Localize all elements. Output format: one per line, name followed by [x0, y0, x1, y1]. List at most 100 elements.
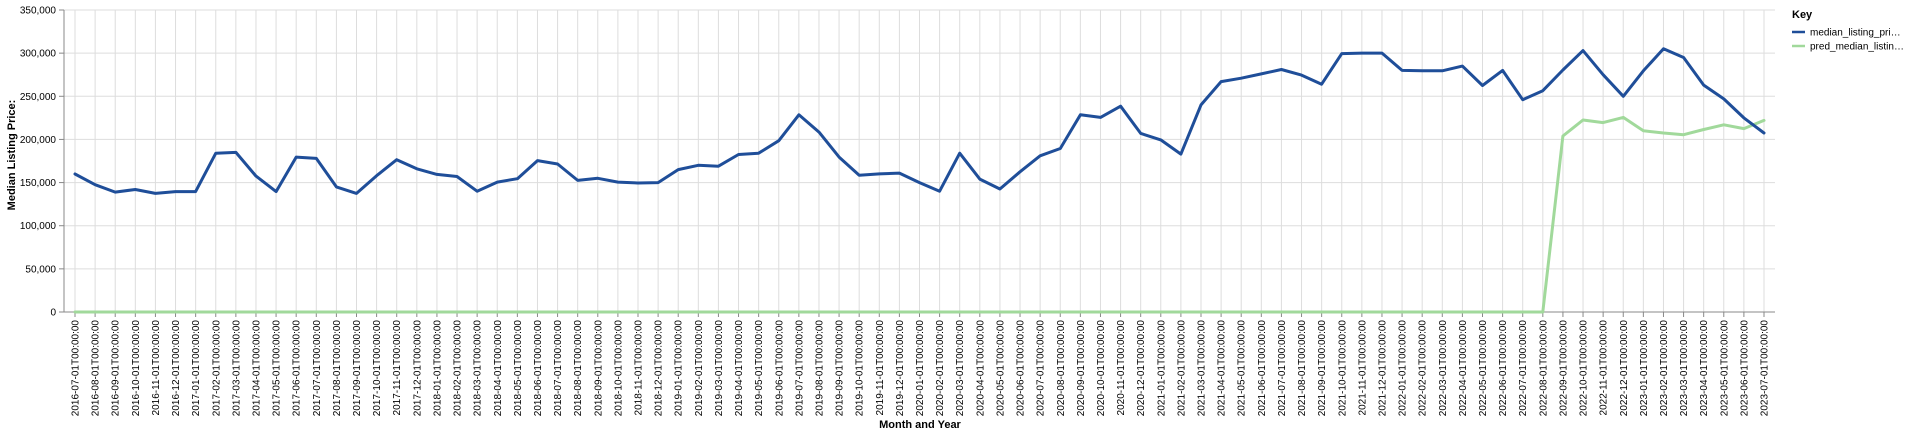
x-tick-label: 2018-05-01T00:00:00: [513, 320, 524, 417]
legend-title: Key: [1792, 9, 1813, 21]
x-tick-label: 2020-10-01T00:00:00: [1096, 320, 1107, 417]
x-tick-label: 2019-03-01T00:00:00: [714, 320, 725, 417]
x-tick-label: 2021-02-01T00:00:00: [1176, 320, 1187, 417]
x-tick-label: 2021-11-01T00:00:00: [1357, 320, 1368, 416]
y-tick-label: 0: [50, 308, 56, 319]
x-tick-label: 2019-06-01T00:00:00: [774, 320, 785, 417]
legend-entry-label: median_listing_pri…: [1810, 28, 1901, 39]
x-tick-label: 2019-04-01T00:00:00: [734, 320, 745, 417]
x-tick-label: 2017-09-01T00:00:00: [352, 320, 363, 417]
x-tick-label: 2023-05-01T00:00:00: [1719, 320, 1730, 417]
x-tick-label: 2019-08-01T00:00:00: [814, 320, 825, 417]
x-tick-label: 2019-01-01T00:00:00: [674, 320, 685, 417]
x-tick-label: 2019-11-01T00:00:00: [875, 320, 886, 416]
x-tick-label: 2022-11-01T00:00:00: [1599, 320, 1610, 416]
x-tick-label: 2022-09-01T00:00:00: [1558, 320, 1569, 417]
x-tick-label: 2022-10-01T00:00:00: [1579, 320, 1590, 417]
x-tick-label: 2023-07-01T00:00:00: [1760, 320, 1771, 417]
x-tick-label: 2017-03-01T00:00:00: [231, 320, 242, 417]
x-tick-label: 2017-01-01T00:00:00: [191, 320, 202, 417]
x-tick-label: 2022-03-01T00:00:00: [1438, 320, 1449, 417]
x-tick-label: 2018-06-01T00:00:00: [533, 320, 544, 417]
x-tick-label: 2022-07-01T00:00:00: [1518, 320, 1529, 417]
x-tick-label: 2022-08-01T00:00:00: [1538, 320, 1549, 417]
x-tick-label: 2017-05-01T00:00:00: [272, 320, 283, 417]
x-tick-label: 2021-07-01T00:00:00: [1277, 320, 1288, 417]
x-tick-label: 2017-12-01T00:00:00: [412, 320, 423, 417]
x-tick-label: 2020-07-01T00:00:00: [1036, 320, 1047, 417]
x-tick-label: 2023-06-01T00:00:00: [1739, 320, 1750, 417]
y-tick-label: 50,000: [25, 264, 56, 275]
x-tick-label: 2023-01-01T00:00:00: [1639, 320, 1650, 417]
x-tick-label: 2019-02-01T00:00:00: [694, 320, 705, 417]
x-tick-label: 2021-08-01T00:00:00: [1297, 320, 1308, 417]
x-tick-label: 2021-03-01T00:00:00: [1197, 320, 1208, 417]
x-tick-label: 2020-06-01T00:00:00: [1016, 320, 1027, 417]
x-tick-label: 2018-02-01T00:00:00: [453, 320, 464, 417]
x-tick-label: 2016-10-01T00:00:00: [131, 320, 142, 417]
x-tick-label: 2019-09-01T00:00:00: [835, 320, 846, 417]
y-tick-label: 200,000: [20, 135, 57, 146]
x-tick-label: 2017-08-01T00:00:00: [332, 320, 343, 417]
x-tick-label: 2018-08-01T00:00:00: [573, 320, 584, 417]
x-tick-label: 2022-01-01T00:00:00: [1398, 320, 1409, 417]
y-axis-title: Median Listing Price:: [6, 100, 18, 211]
x-tick-label: 2022-12-01T00:00:00: [1619, 320, 1630, 417]
x-tick-label: 2021-10-01T00:00:00: [1337, 320, 1348, 417]
x-tick-label: 2018-07-01T00:00:00: [553, 320, 564, 417]
x-tick-label: 2017-07-01T00:00:00: [312, 320, 323, 417]
series-lines: [73, 47, 1766, 314]
x-tick-label: 2016-07-01T00:00:00: [71, 320, 82, 417]
x-tick-label: 2018-10-01T00:00:00: [613, 320, 624, 417]
x-tick-label: 2020-12-01T00:00:00: [1136, 320, 1147, 417]
y-tick-label: 100,000: [20, 221, 57, 232]
series-line: [73, 47, 1766, 195]
x-tick-label: 2017-10-01T00:00:00: [372, 320, 383, 417]
x-tick-label: 2018-12-01T00:00:00: [654, 320, 665, 417]
x-tick-label: 2021-05-01T00:00:00: [1237, 320, 1248, 417]
x-tick-label: 2020-08-01T00:00:00: [1056, 320, 1067, 417]
x-tick-label: 2017-11-01T00:00:00: [392, 320, 403, 416]
x-tick-label: 2022-05-01T00:00:00: [1478, 320, 1489, 417]
x-tick-label: 2020-05-01T00:00:00: [995, 320, 1006, 417]
x-tick-label: 2021-09-01T00:00:00: [1317, 320, 1328, 417]
x-tick-label: 2019-05-01T00:00:00: [754, 320, 765, 417]
x-tick-label: 2022-06-01T00:00:00: [1498, 320, 1509, 417]
x-tick-label: 2020-01-01T00:00:00: [915, 320, 926, 417]
x-tick-label: 2021-12-01T00:00:00: [1377, 320, 1388, 417]
y-tick-label: 300,000: [20, 49, 57, 60]
x-tick-label: 2021-01-01T00:00:00: [1156, 320, 1167, 417]
x-tick-label: 2023-03-01T00:00:00: [1679, 320, 1690, 417]
x-tick-label: 2016-09-01T00:00:00: [111, 320, 122, 417]
x-tick-label: 2020-09-01T00:00:00: [1076, 320, 1087, 417]
x-tick-label: 2022-02-01T00:00:00: [1418, 320, 1429, 417]
x-tick-label: 2018-11-01T00:00:00: [634, 320, 645, 416]
y-tick-label: 350,000: [20, 6, 57, 17]
x-tick-label: 2020-04-01T00:00:00: [975, 320, 986, 417]
x-tick-label: 2019-07-01T00:00:00: [794, 320, 805, 417]
x-tick-label: 2020-03-01T00:00:00: [955, 320, 966, 417]
x-tick-label: 2018-09-01T00:00:00: [593, 320, 604, 417]
series-line: [73, 115, 1766, 314]
x-tick-label: 2019-12-01T00:00:00: [895, 320, 906, 417]
x-tick-label: 2017-02-01T00:00:00: [211, 320, 222, 417]
x-tick-label: 2023-04-01T00:00:00: [1699, 320, 1710, 417]
x-tick-label: 2022-04-01T00:00:00: [1458, 320, 1469, 417]
x-tick-label: 2020-02-01T00:00:00: [935, 320, 946, 417]
legend-entry-label: pred_median_listin…: [1810, 42, 1904, 53]
y-tick-label: 250,000: [20, 92, 57, 103]
x-tick-label: 2023-02-01T00:00:00: [1659, 320, 1670, 417]
x-tick-label: 2018-01-01T00:00:00: [432, 320, 443, 417]
legend: Key median_listing_pri… pred_median_listi…: [1792, 9, 1904, 53]
x-tick-label: 2021-04-01T00:00:00: [1217, 320, 1228, 417]
x-tick-label: 2016-11-01T00:00:00: [151, 320, 162, 416]
x-tick-label: 2018-04-01T00:00:00: [493, 320, 504, 417]
y-tick-label: 150,000: [20, 178, 57, 189]
x-axis-title: Month and Year: [879, 419, 961, 431]
x-tick-label: 2021-06-01T00:00:00: [1257, 320, 1268, 417]
x-tick-label: 2017-06-01T00:00:00: [292, 320, 303, 417]
x-tick-label: 2016-12-01T00:00:00: [171, 320, 182, 417]
x-tick-label: 2017-04-01T00:00:00: [251, 320, 262, 417]
axes: 0 50,000 100,000 150,000 200,000 250,000 300,0…: [20, 6, 1775, 417]
